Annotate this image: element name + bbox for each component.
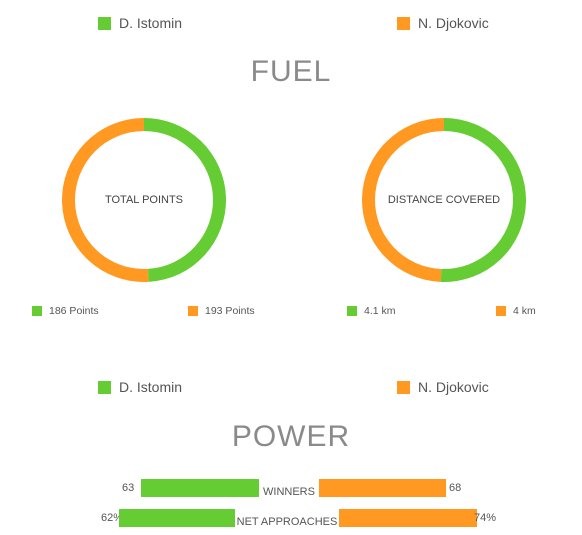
donut-segment-player2 [361,118,444,282]
winners-label: WINNERS [263,486,315,498]
donut-chart-distance-covered [361,118,526,282]
legend-swatch-player1 [98,380,111,394]
winners-bar-player1 [141,479,259,497]
legend-player1-repeat: D. Istomin [98,379,182,395]
stat-swatch-player2 [188,306,198,316]
stat-value: 4.1 km [364,305,396,317]
donut-segment-player1 [144,118,226,282]
donut-distance-covered: DISTANCE COVERED [361,117,527,283]
stat-swatch-player1 [32,306,42,316]
net-approaches-label: NET APPROACHES [236,516,338,528]
stat-distance-player2: 4 km [496,305,536,317]
net-approaches-bar-player1 [119,509,235,527]
net-approaches-player2-value: 74% [474,512,497,524]
legend-swatch-player2 [397,380,410,394]
fuel-title: FUEL [250,55,332,88]
stat-total-points-player2: 193 Points [188,305,255,317]
legend-label-player2: N. Djokovic [418,379,489,395]
donut-chart-total-points [61,118,226,282]
donut-segment-player1 [440,118,526,282]
winners-player2-value: 68 [449,482,462,494]
legend-player1: D. Istomin [98,15,182,31]
stat-distance-player1: 4.1 km [347,305,396,317]
winners-bar-player2 [319,479,447,497]
legend-player2: N. Djokovic [397,15,489,31]
power-title: POWER [231,420,351,453]
legend-label-player1: D. Istomin [119,379,183,395]
legend-label-player1: D. Istomin [119,15,183,31]
donut-label-total-points: TOTAL POINTS [104,194,184,206]
legend-player2-repeat: N. Djokovic [397,379,489,395]
stat-total-points-player1: 186 Points [32,305,99,317]
donut-total-points: TOTAL POINTS [61,117,227,283]
legend-swatch-player2 [397,16,410,30]
legend-label-player2: N. Djokovic [418,15,489,31]
legend-swatch-player1 [98,16,111,30]
donut-label-distance-covered: DISTANCE COVERED [387,194,501,206]
net-approaches-bar-player2 [339,509,478,527]
stat-swatch-player1 [347,306,357,316]
stat-value: 4 km [513,305,536,317]
donut-segment-player2 [61,118,149,282]
stat-swatch-player2 [496,306,506,316]
net-approaches-player1-value: 62% [101,512,124,524]
stat-value: 193 Points [205,305,255,317]
stat-value: 186 Points [49,305,99,317]
winners-player1-value: 63 [122,482,135,494]
